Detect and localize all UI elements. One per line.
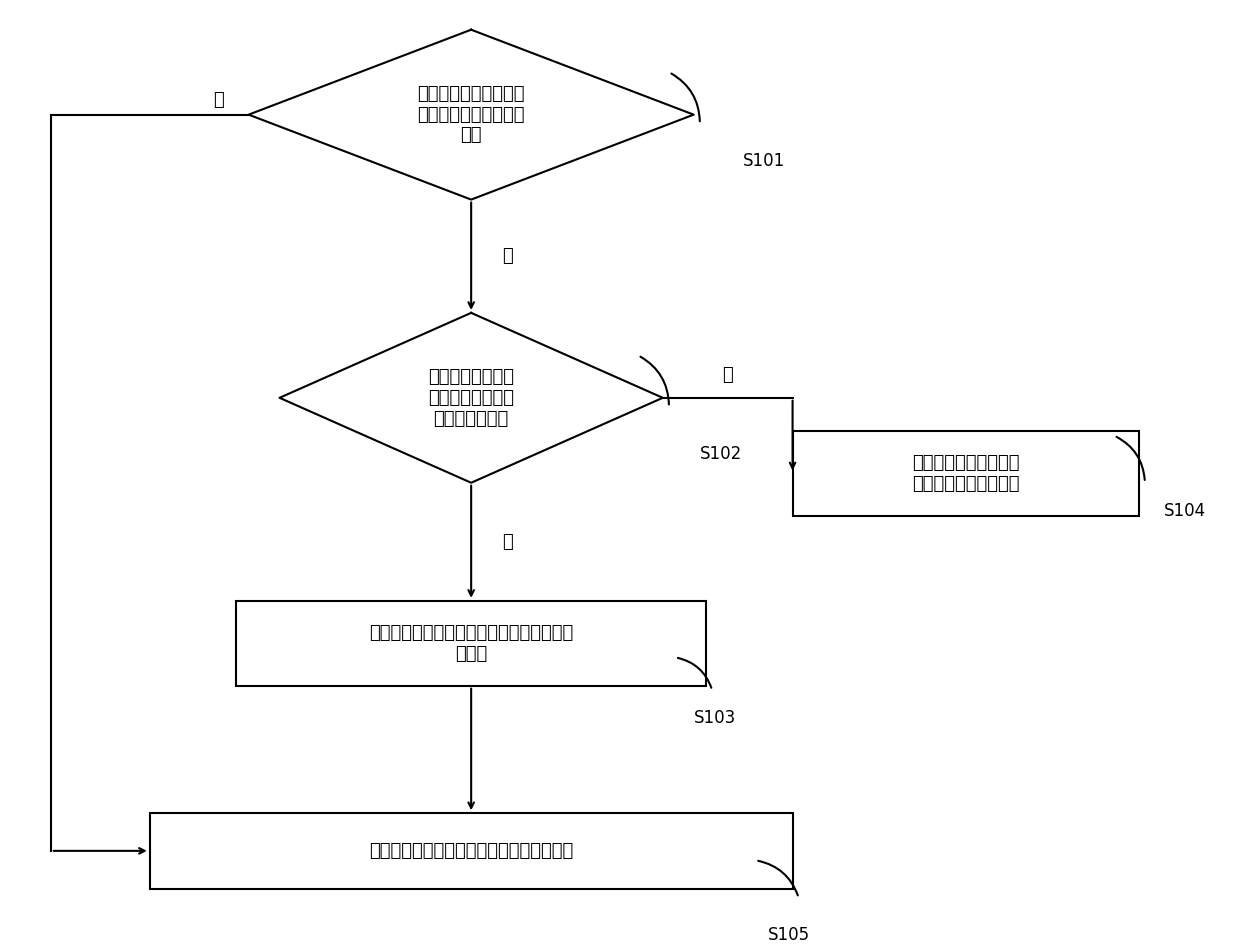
Text: S102: S102 [700,445,742,463]
Text: 否: 否 [502,247,513,265]
Text: 否: 否 [722,366,733,384]
Text: S101: S101 [743,152,786,170]
Text: 生成相应的提示信息，
并将所述提示信息发出: 生成相应的提示信息， 并将所述提示信息发出 [912,454,1020,493]
Text: S103: S103 [694,710,736,728]
Text: 是: 是 [213,91,224,109]
Text: S105: S105 [768,926,810,944]
Text: S104: S104 [1163,502,1206,520]
Text: 判断插件库中是否
存储有与所述待检
测体匹配的插件: 判断插件库中是否 存储有与所述待检 测体匹配的插件 [429,368,514,428]
Text: 是: 是 [502,533,513,551]
Text: 利用所述插件框架对所述待检测体进行检测: 利用所述插件框架对所述待检测体进行检测 [369,842,574,860]
FancyBboxPatch shape [150,813,793,888]
FancyBboxPatch shape [793,431,1139,516]
Text: 判断插件框架内预设定
的插件与待检测体是否
匹配: 判断插件框架内预设定 的插件与待检测体是否 匹配 [418,85,525,144]
FancyBboxPatch shape [237,600,706,686]
Text: 将与所述待检测体匹配的插件嵌设至所述插
件框架: 将与所述待检测体匹配的插件嵌设至所述插 件框架 [369,624,574,662]
